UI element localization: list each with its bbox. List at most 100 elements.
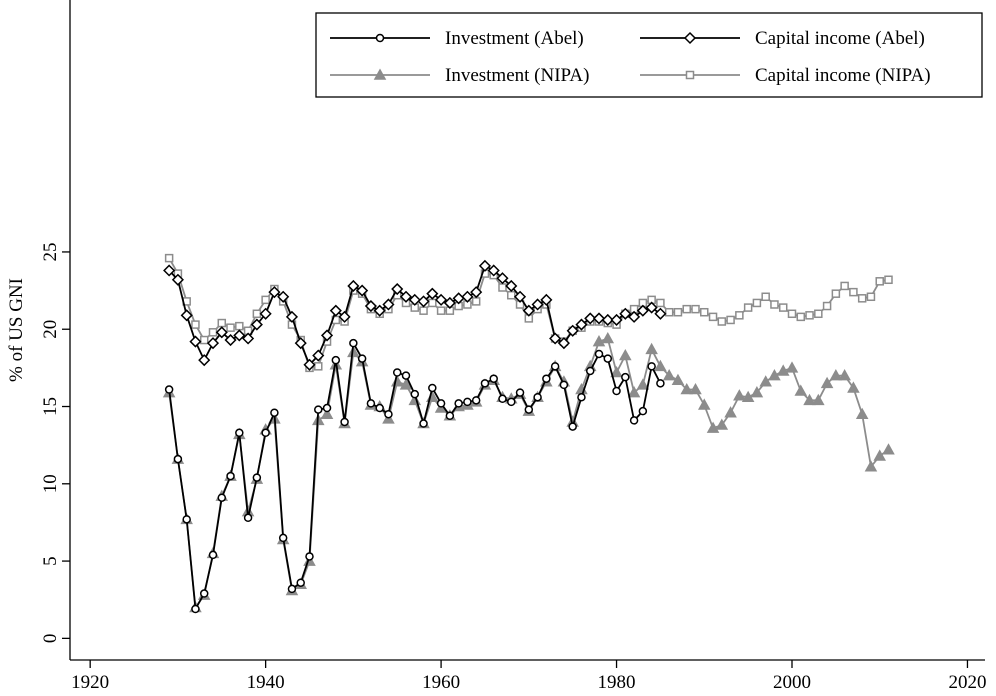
legend-marker bbox=[375, 33, 385, 43]
marker bbox=[364, 299, 377, 313]
marker bbox=[305, 552, 314, 561]
legend-label: Investment (Abel) bbox=[445, 28, 584, 49]
marker bbox=[417, 295, 430, 308]
marker bbox=[235, 428, 244, 438]
marker bbox=[768, 369, 781, 381]
x-tick-label: 1980 bbox=[598, 672, 636, 693]
marker bbox=[743, 303, 753, 312]
marker bbox=[708, 312, 718, 322]
marker bbox=[820, 376, 834, 389]
marker bbox=[540, 293, 553, 306]
marker bbox=[428, 298, 437, 308]
marker bbox=[338, 310, 351, 323]
marker bbox=[173, 454, 183, 464]
marker bbox=[524, 405, 534, 414]
marker bbox=[435, 293, 448, 306]
marker bbox=[340, 417, 349, 427]
marker bbox=[208, 550, 218, 560]
marker bbox=[252, 473, 262, 482]
marker bbox=[356, 284, 369, 297]
series-line bbox=[168, 340, 662, 612]
marker bbox=[656, 379, 665, 388]
marker bbox=[533, 392, 542, 402]
marker bbox=[726, 315, 735, 325]
marker bbox=[857, 294, 867, 303]
y-tick-label: 5 bbox=[40, 556, 61, 566]
marker bbox=[303, 358, 316, 371]
marker bbox=[656, 298, 665, 308]
marker bbox=[866, 292, 876, 302]
marker bbox=[636, 304, 649, 317]
marker bbox=[191, 604, 200, 614]
marker bbox=[322, 403, 332, 413]
marker bbox=[487, 264, 500, 277]
marker bbox=[601, 331, 615, 344]
marker bbox=[287, 584, 297, 594]
marker bbox=[312, 349, 325, 362]
marker bbox=[522, 304, 535, 317]
marker bbox=[268, 286, 281, 299]
marker bbox=[470, 286, 483, 299]
marker bbox=[436, 399, 446, 408]
marker bbox=[252, 309, 262, 319]
marker bbox=[584, 312, 597, 325]
x-tick-label: 1920 bbox=[71, 672, 109, 693]
marker bbox=[805, 311, 814, 320]
marker bbox=[875, 277, 884, 286]
marker bbox=[610, 313, 623, 327]
marker bbox=[233, 329, 246, 342]
marker bbox=[189, 335, 202, 348]
marker bbox=[568, 422, 577, 431]
marker bbox=[689, 382, 702, 395]
marker bbox=[408, 293, 421, 306]
marker bbox=[198, 354, 211, 367]
marker bbox=[277, 290, 290, 303]
legend-label: Capital income (NIPA) bbox=[755, 65, 931, 86]
marker bbox=[803, 393, 816, 406]
marker bbox=[785, 361, 799, 373]
marker bbox=[399, 290, 413, 303]
x-tick-label: 2020 bbox=[948, 672, 986, 693]
marker bbox=[505, 279, 518, 293]
marker bbox=[384, 409, 393, 419]
marker bbox=[224, 333, 237, 347]
marker bbox=[873, 449, 887, 461]
marker bbox=[226, 323, 235, 332]
marker bbox=[847, 381, 860, 393]
marker bbox=[373, 304, 386, 317]
marker bbox=[445, 411, 455, 421]
marker bbox=[515, 388, 525, 397]
marker bbox=[531, 298, 544, 311]
marker bbox=[794, 384, 808, 396]
marker bbox=[278, 533, 288, 543]
legend-marker bbox=[373, 68, 387, 80]
marker bbox=[463, 397, 472, 407]
marker bbox=[671, 373, 685, 385]
marker bbox=[496, 272, 509, 285]
marker bbox=[498, 394, 507, 404]
marker bbox=[461, 290, 474, 303]
marker bbox=[884, 275, 893, 285]
marker bbox=[787, 309, 797, 319]
marker bbox=[347, 279, 360, 293]
marker bbox=[840, 281, 849, 291]
y-axis-label: % of US GNI bbox=[6, 278, 27, 382]
marker bbox=[673, 307, 683, 317]
marker bbox=[314, 362, 323, 371]
marker bbox=[489, 374, 498, 383]
marker bbox=[329, 304, 342, 317]
marker bbox=[294, 337, 307, 350]
marker bbox=[601, 313, 614, 327]
marker bbox=[261, 295, 270, 305]
marker bbox=[585, 366, 595, 376]
marker bbox=[261, 428, 270, 438]
marker bbox=[164, 385, 174, 394]
marker bbox=[182, 515, 191, 524]
marker bbox=[838, 369, 851, 381]
marker bbox=[349, 338, 358, 348]
marker bbox=[610, 365, 623, 378]
marker bbox=[662, 369, 676, 381]
marker bbox=[454, 399, 463, 408]
marker bbox=[575, 318, 588, 331]
marker bbox=[320, 407, 334, 419]
